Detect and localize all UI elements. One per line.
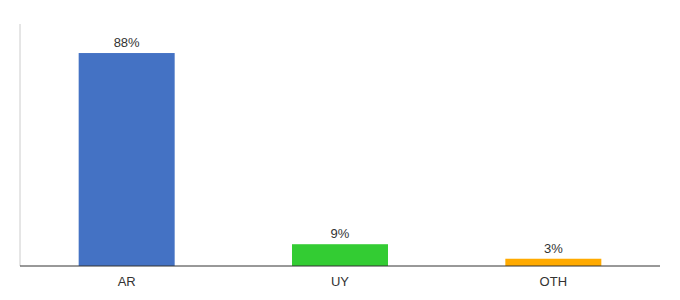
data-label: 3% — [544, 241, 563, 256]
chart-container: 88% 9% 3% AR UY OTH — [0, 0, 680, 300]
data-label: 88% — [114, 35, 140, 50]
y-axis-line — [20, 24, 21, 266]
x-tick-label: AR — [118, 274, 136, 289]
bar — [505, 259, 601, 266]
bars — [79, 53, 602, 266]
data-label: 9% — [331, 226, 350, 241]
bar — [79, 53, 175, 266]
x-tick-label: OTH — [540, 274, 567, 289]
bar — [292, 244, 388, 266]
x-tick-label: UY — [331, 274, 349, 289]
x-axis-line — [20, 266, 660, 267]
chart-svg: 88% 9% 3% AR UY OTH — [0, 0, 680, 300]
